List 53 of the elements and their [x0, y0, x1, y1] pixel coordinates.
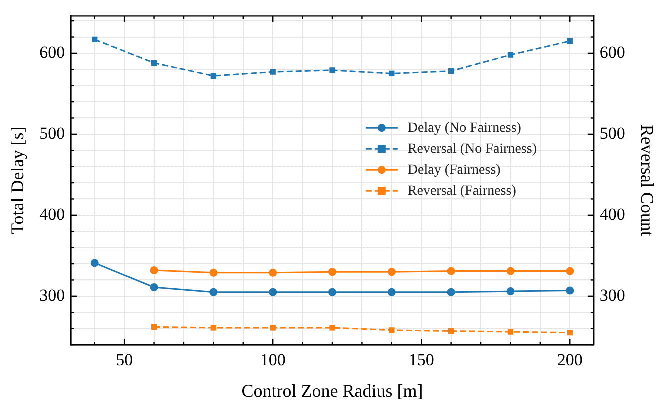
point: [566, 286, 574, 295]
point: [388, 288, 396, 296]
point: [269, 268, 278, 277]
point: [508, 329, 514, 335]
y2-tick-label: 600: [600, 42, 626, 62]
point: [270, 69, 276, 75]
x-tick-label: 200: [557, 350, 583, 370]
legend-label: Reversal (Fairness): [408, 184, 517, 199]
point: [447, 267, 456, 276]
y2-tick-label: 400: [600, 204, 626, 224]
legend-label: Reversal (No Fairness): [408, 142, 538, 157]
point: [567, 38, 573, 44]
x-tick-label: 100: [260, 350, 286, 370]
point: [328, 268, 336, 276]
x-tick-label: 150: [408, 350, 434, 370]
point: [270, 325, 276, 331]
point: [506, 288, 515, 296]
point: [567, 330, 573, 336]
point: [448, 328, 454, 334]
point: [389, 328, 395, 334]
point: [506, 267, 515, 276]
point: [566, 267, 574, 276]
point: [330, 68, 336, 74]
y-tick-label: 400: [40, 204, 66, 224]
point: [151, 60, 158, 66]
legend-label: Delay (Fairness): [408, 162, 502, 178]
point: [508, 52, 514, 58]
point: [151, 324, 158, 330]
y-tick-label: 600: [40, 42, 66, 62]
point: [150, 284, 158, 292]
y2-axis-title: Reversal Count: [637, 124, 658, 236]
point: [210, 73, 217, 79]
point: [210, 288, 218, 296]
legend-label: Delay (No Fairness): [408, 120, 522, 136]
point: [330, 325, 336, 331]
x-axis-title: Control Zone Radius [m]: [242, 380, 424, 401]
point: [328, 288, 336, 296]
point: [448, 68, 454, 74]
y2-tick-label: 500: [600, 124, 626, 143]
point: [269, 288, 278, 296]
point: [389, 70, 395, 77]
y-axis-title: Total Delay [s]: [8, 126, 28, 234]
y2-tick-label: 300: [600, 286, 626, 305]
point: [150, 266, 158, 274]
point: [210, 268, 218, 277]
point: [92, 36, 98, 43]
y-tick-label: 300: [40, 286, 66, 305]
point: [447, 288, 456, 296]
y-tick-label: 500: [40, 124, 66, 143]
point: [388, 268, 396, 276]
x-tick-label: 50: [116, 350, 134, 370]
point: [210, 325, 217, 331]
point: [90, 259, 99, 268]
